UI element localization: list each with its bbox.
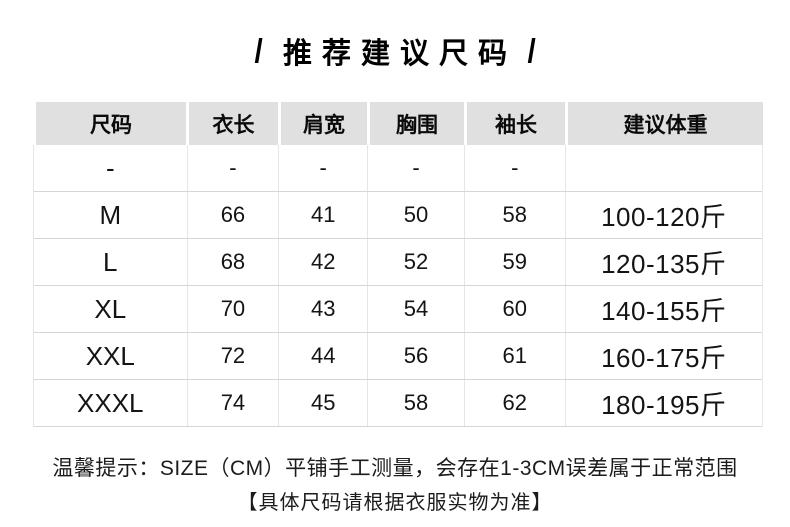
- cell-chest: -: [367, 145, 464, 191]
- cell-size: XXXL: [77, 387, 144, 418]
- cell-sleeve: -: [463, 145, 565, 191]
- table-row: XL 70 43 54 60 140-155斤: [34, 286, 762, 333]
- cell-length: 66: [186, 192, 279, 238]
- cell-chest: 58: [367, 380, 464, 426]
- cell-shoulder: 43: [278, 286, 367, 332]
- cell-sleeve: 60: [463, 286, 565, 332]
- size-table-header-row: 尺码 衣长 肩宽 胸围 袖长 建议体重: [33, 102, 763, 145]
- size-table-body: - - - - - M 66 41 50 58 100-120斤 L 68 42: [33, 145, 763, 427]
- size-table: 尺码 衣长 肩宽 胸围 袖长 建议体重 - - - - - M 66 41 50 58 1…: [33, 102, 763, 427]
- column-header: 胸围: [367, 102, 465, 145]
- column-header: 建议体重: [565, 102, 763, 145]
- cell-shoulder: 44: [278, 333, 367, 379]
- cell-chest: 52: [367, 239, 464, 285]
- column-header: 衣长: [186, 102, 278, 145]
- cell-weight: 140-155斤: [564, 286, 762, 332]
- cell-sleeve: 59: [463, 239, 565, 285]
- cell-size: M: [99, 199, 122, 230]
- title-left-slash-decoration: /: [254, 32, 263, 69]
- column-header: 袖长: [464, 102, 566, 145]
- title-right-slash-decoration: /: [527, 32, 536, 69]
- cell-size: XL: [94, 293, 127, 324]
- cell-shoulder: -: [278, 145, 367, 191]
- cell-length: 68: [186, 239, 279, 285]
- column-header: 尺码: [33, 102, 186, 145]
- page-title: / 推荐建议尺码 /: [0, 30, 790, 72]
- table-row: - - - - -: [34, 145, 762, 192]
- cell-sleeve: 61: [463, 333, 565, 379]
- cell-length: 74: [186, 380, 279, 426]
- table-row: XXL 72 44 56 61 160-175斤: [34, 333, 762, 380]
- cell-size: L: [103, 246, 118, 277]
- cell-length: 70: [186, 286, 279, 332]
- table-row: XXXL 74 45 58 62 180-195斤: [34, 380, 762, 427]
- cell-sleeve: 58: [463, 192, 565, 238]
- actual-item-note: 【具体尺码请根据衣服实物为准】: [237, 492, 553, 514]
- page-title-text: 推荐建议尺码: [282, 38, 517, 70]
- measurement-disclaimer: 温馨提示：SIZE（CM）平铺手工测量，会存在1-3CM误差属于正常范围: [52, 457, 738, 480]
- cell-weight: 180-195斤: [564, 380, 762, 426]
- cell-chest: 54: [367, 286, 464, 332]
- cell-shoulder: 45: [278, 380, 367, 426]
- cell-sleeve: 62: [463, 380, 565, 426]
- cell-chest: 56: [367, 333, 464, 379]
- cell-length: -: [186, 145, 279, 191]
- cell-weight: 160-175斤: [564, 333, 762, 379]
- cell-weight: [564, 145, 762, 191]
- table-row: L 68 42 52 59 120-135斤: [34, 239, 762, 286]
- cell-weight: 120-135斤: [564, 239, 762, 285]
- cell-shoulder: 42: [278, 239, 367, 285]
- cell-length: 72: [186, 333, 279, 379]
- cell-size: XXL: [85, 340, 135, 371]
- cell-size: -: [105, 152, 115, 183]
- table-row: M 66 41 50 58 100-120斤: [34, 192, 762, 239]
- cell-chest: 50: [367, 192, 464, 238]
- column-header: 肩宽: [277, 102, 368, 145]
- cell-shoulder: 41: [278, 192, 367, 238]
- cell-weight: 100-120斤: [564, 192, 762, 238]
